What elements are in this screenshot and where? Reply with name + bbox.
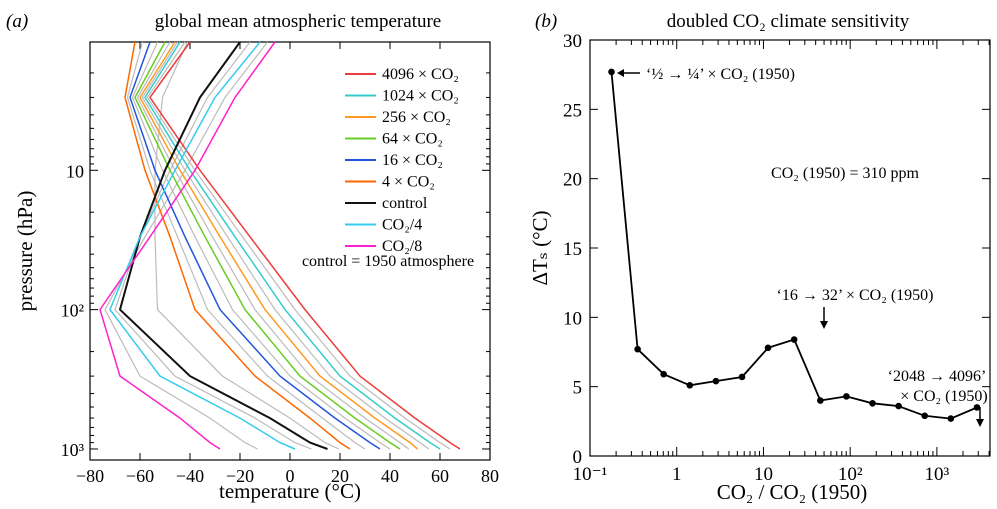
panel-a-legend: 4096 × CO₂ 1024 × CO₂ 256 × CO₂ 64 × CO₂ 16 … <box>345 66 459 255</box>
b-data-point <box>634 345 641 353</box>
b-xtick-label: 10² <box>838 464 863 485</box>
a-intermediate-line <box>146 41 451 450</box>
panel-b-axes: 0 5 10 15 20 25 30 10⁻¹ 1 10 10² 10³ <box>563 31 990 485</box>
annotation-first: ‘½ → ¼’ × CO₂ (1950) <box>646 66 795 83</box>
b-ytick-label: 10 <box>563 308 582 329</box>
b-data-point <box>686 381 694 389</box>
b-ytick-label: 20 <box>563 170 582 191</box>
panel-a-axes: −80 −60 −40 −20 0 20 40 60 80 10 10² 10³ <box>61 42 499 486</box>
b-data-point <box>712 377 720 385</box>
panel-b-ylabel: ΔTₛ (°C) <box>528 210 552 285</box>
a-legend-label: 64 × CO₂ <box>382 131 443 148</box>
b-ytick-label: 0 <box>573 447 583 468</box>
a-series-line <box>124 41 351 450</box>
a-series-line <box>109 41 296 450</box>
a-series-line <box>99 41 276 450</box>
a-intermediate-line <box>131 41 391 450</box>
b-data-point <box>764 344 772 352</box>
a-xtick-label: −40 <box>176 466 204 486</box>
b-series-line <box>610 71 978 420</box>
a-ytick-label: 10³ <box>61 440 85 460</box>
panel-b: (b) doubled CO₂ climate sensitivity 0 5 10… <box>528 11 991 504</box>
b-data-point <box>660 370 667 378</box>
arrow-2048-head <box>976 419 984 427</box>
a-legend-label: 1024 × CO₂ <box>382 88 459 105</box>
a-xtick-label: −20 <box>226 466 254 486</box>
b-ytick-label: 30 <box>563 31 582 52</box>
a-xtick-label: −60 <box>126 466 154 486</box>
a-xtick-label: 40 <box>381 466 399 486</box>
co2-note: CO₂ (1950) = 310 ppm <box>771 165 919 182</box>
a-series-line <box>129 41 381 450</box>
a-xtick-label: 0 <box>286 466 295 486</box>
b-data-point <box>921 412 929 420</box>
a-series-line <box>118 41 328 450</box>
a-series-line <box>134 41 401 450</box>
b-ytick-label: 25 <box>563 100 582 121</box>
panel-a-title: global mean atmospheric temperature <box>155 11 441 32</box>
a-legend-label: 256 × CO₂ <box>382 109 451 126</box>
panel-a-xlabel: temperature (°C) <box>219 479 361 503</box>
b-data-point <box>843 393 850 400</box>
control-note: control = 1950 atmosphere <box>302 253 474 270</box>
b-xtick-label: 10⁻¹ <box>573 464 608 485</box>
a-intermediate-line <box>114 41 312 450</box>
a-series-line <box>149 41 461 450</box>
a-legend-label: CO₂/4 <box>382 217 422 234</box>
panel-b-title: doubled CO₂ climate sensitivity <box>667 11 910 32</box>
b-xtick-label: 1 <box>672 464 682 485</box>
a-intermediate-line <box>136 41 410 450</box>
panel-a-ylabel: pressure (hPa) <box>13 191 37 312</box>
panel-a-letter: (a) <box>6 11 28 32</box>
b-data-point <box>973 404 981 411</box>
b-data-point <box>947 415 955 422</box>
a-legend-label: CO₂/8 <box>382 238 422 255</box>
b-data-point <box>869 400 876 407</box>
b-xtick-label: 10 <box>754 464 773 485</box>
a-intermediate-line <box>141 41 430 450</box>
a-intermediate-line <box>104 41 268 450</box>
annotation-2048-line1: ‘2048 → 4096’ <box>888 368 987 385</box>
panel-b-letter: (b) <box>535 11 557 32</box>
a-ytick-label: 10² <box>61 301 84 321</box>
panel-b-xlabel: CO₂ / CO₂ (1950) <box>717 480 868 504</box>
b-data-point <box>790 336 798 343</box>
arrow-first-head <box>617 69 624 77</box>
panel-a-series <box>99 41 461 450</box>
b-xtick-label: 10³ <box>925 464 950 485</box>
a-series-line <box>139 41 418 450</box>
a-legend-label: 4 × CO₂ <box>382 174 435 191</box>
a-xtick-label: 80 <box>481 466 499 486</box>
panel-b-series <box>608 68 981 422</box>
annotation-2048-line2: × CO₂ (1950) <box>900 388 987 405</box>
annotation-arrows <box>617 69 984 427</box>
a-legend-label: 4096 × CO₂ <box>382 66 459 83</box>
b-data-point <box>895 402 902 410</box>
b-data-point <box>738 373 746 381</box>
a-xtick-label: 20 <box>331 466 349 486</box>
a-ytick-label: 10 <box>66 161 84 181</box>
a-legend-label: control <box>382 195 428 212</box>
a-xtick-label: −80 <box>76 466 104 486</box>
a-series-line <box>144 41 441 450</box>
a-intermediate-line <box>126 41 366 450</box>
b-data-point <box>817 397 824 404</box>
annotation-16-32: ‘16 → 32’ × CO₂ (1950) <box>777 287 934 304</box>
arrow-16-head <box>820 321 828 329</box>
a-legend-label: 16 × CO₂ <box>382 152 443 169</box>
a-xtick-label: 60 <box>431 466 449 486</box>
panel-a: (a) global mean atmospheric temperature … <box>6 11 499 503</box>
b-data-point <box>608 68 615 76</box>
b-ytick-label: 5 <box>573 378 583 399</box>
b-ytick-label: 15 <box>563 239 582 260</box>
